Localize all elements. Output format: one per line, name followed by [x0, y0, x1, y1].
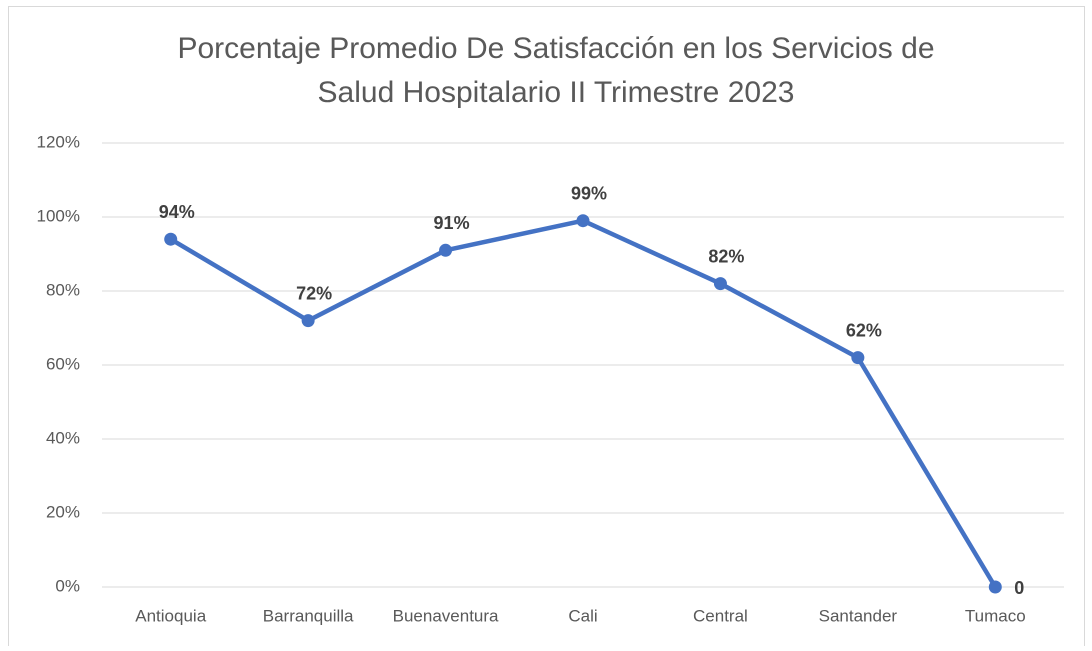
y-tick-label: 100%	[37, 206, 80, 225]
x-tick-label: Central	[693, 606, 748, 625]
data-point	[439, 243, 453, 257]
y-tick-label: 40%	[46, 428, 80, 447]
y-tick-label: 120%	[37, 132, 80, 151]
data-point	[301, 314, 315, 328]
data-label: 82%	[708, 246, 744, 266]
data-point	[713, 277, 727, 291]
y-tick-label: 80%	[46, 280, 80, 299]
data-label: 62%	[846, 320, 882, 340]
data-label: 91%	[434, 213, 470, 233]
x-tick-label: Tumaco	[965, 606, 1026, 625]
x-tick-label: Cali	[568, 606, 597, 625]
data-label: 0	[1014, 578, 1024, 598]
data-point	[851, 351, 865, 365]
data-point	[164, 232, 178, 246]
chart-border	[8, 6, 1085, 651]
chart-title: Salud Hospitalario II Trimestre 2023	[318, 76, 795, 109]
x-tick-label: Buenaventura	[393, 606, 499, 625]
data-label: 94%	[159, 202, 195, 222]
x-tick-label: Antioquia	[135, 606, 206, 625]
data-point	[988, 580, 1002, 594]
y-tick-label: 20%	[46, 502, 80, 521]
data-label: 99%	[571, 183, 607, 203]
y-tick-label: 0%	[55, 576, 80, 595]
y-tick-label: 60%	[46, 354, 80, 373]
data-label: 72%	[296, 283, 332, 303]
chart-title: Porcentaje Promedio De Satisfacción en l…	[177, 32, 934, 65]
data-point	[576, 214, 590, 228]
x-tick-label: Santander	[819, 606, 898, 625]
x-tick-label: Barranquilla	[263, 606, 354, 625]
